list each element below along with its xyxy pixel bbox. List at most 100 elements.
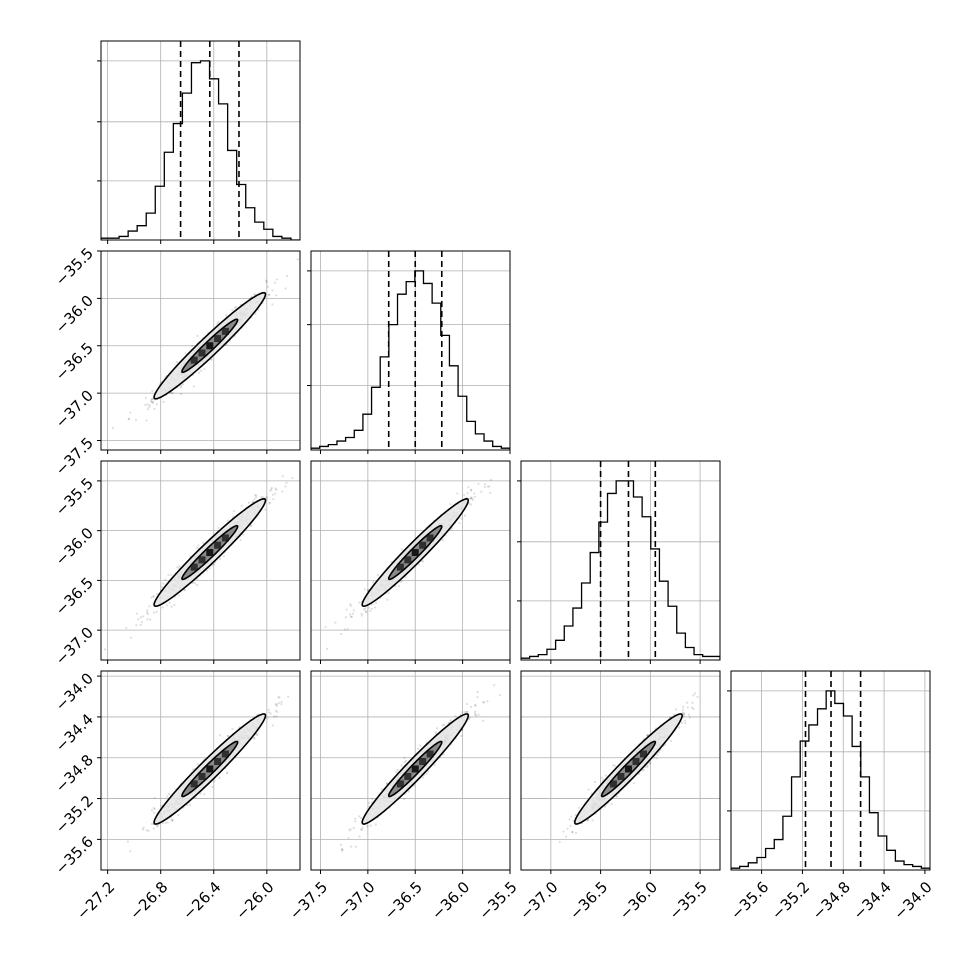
scatter-point xyxy=(266,285,269,288)
scatter-point xyxy=(270,486,273,490)
scatter-point xyxy=(156,825,159,828)
scatter-point xyxy=(135,612,138,615)
scatter-point xyxy=(146,612,149,615)
scatter-point xyxy=(471,498,474,501)
scatter-point xyxy=(266,497,269,500)
scatter-point xyxy=(434,731,437,734)
scatter-point xyxy=(271,493,274,496)
scatter-point xyxy=(111,426,114,430)
scatter-point xyxy=(361,826,364,829)
scatter-point xyxy=(266,716,269,719)
y-tick-label: −34.0 xyxy=(52,669,97,714)
panel-content xyxy=(101,671,300,870)
scatter-point xyxy=(276,710,279,714)
scatter-point xyxy=(274,487,277,490)
panel-content xyxy=(101,41,300,240)
scatter-point xyxy=(186,803,189,807)
scatter-point xyxy=(425,772,428,775)
y-tick-label: −34.4 xyxy=(52,710,97,755)
scatter-point xyxy=(347,837,350,840)
scatter-point xyxy=(197,371,201,374)
scatter-point xyxy=(218,776,221,779)
scatter-point xyxy=(324,625,327,629)
scatter-point xyxy=(162,400,165,403)
scatter-point xyxy=(268,293,271,296)
scatter-point xyxy=(146,408,150,411)
scatter-point xyxy=(275,488,278,491)
scatter-point xyxy=(458,521,461,525)
scatter-point xyxy=(170,573,173,577)
scatter-point xyxy=(476,690,479,694)
scatter-point xyxy=(272,498,275,501)
scatter-point xyxy=(164,578,167,581)
scatter-point xyxy=(205,569,209,572)
density-block xyxy=(198,349,206,357)
scatter-point xyxy=(454,714,457,717)
scatter-point xyxy=(370,607,373,611)
scatter-point xyxy=(463,514,467,517)
scatter-point xyxy=(340,849,344,852)
scatter-point xyxy=(261,496,265,499)
scatter-point xyxy=(222,555,225,558)
scatter-point xyxy=(449,719,452,722)
density-block xyxy=(214,335,222,343)
panel-2-1 xyxy=(310,460,511,664)
scatter-point xyxy=(151,389,154,392)
panel-frame xyxy=(520,460,721,661)
scatter-point xyxy=(274,492,277,495)
scatter-point xyxy=(269,712,272,715)
scatter-point xyxy=(364,607,367,610)
scatter-point xyxy=(180,384,183,387)
scatter-point xyxy=(473,495,476,498)
scatter-point xyxy=(358,601,361,604)
scatter-point xyxy=(231,727,234,731)
scatter-point xyxy=(691,701,694,704)
scatter-point xyxy=(441,539,444,542)
scatter-point xyxy=(153,807,156,811)
density-block xyxy=(221,534,229,542)
scatter-point xyxy=(422,560,425,563)
panel-3-2 xyxy=(520,670,721,874)
scatter-point xyxy=(367,801,370,804)
x-tick-label: −34.0 xyxy=(890,878,935,923)
y-tick-label: −36.0 xyxy=(52,524,97,569)
scatter-point xyxy=(235,306,238,309)
scatter-point xyxy=(604,774,607,777)
density-block xyxy=(190,356,198,364)
scatter-point xyxy=(156,824,159,827)
histogram-step xyxy=(731,690,930,870)
scatter-point xyxy=(153,811,156,814)
scatter-point xyxy=(184,352,187,355)
histogram-step xyxy=(521,480,720,660)
scatter-point xyxy=(564,835,568,838)
scatter-point xyxy=(371,798,374,801)
scatter-point xyxy=(195,546,198,549)
panel-content xyxy=(101,461,300,660)
scatter-point xyxy=(326,647,329,650)
scatter-point xyxy=(354,845,357,848)
scatter-point xyxy=(253,498,256,501)
scatter-point xyxy=(160,585,164,589)
scatter-point xyxy=(486,700,489,703)
scatter-point xyxy=(345,608,348,611)
scatter-point xyxy=(339,843,343,846)
x-tick-label: −27.2 xyxy=(73,878,118,923)
scatter-point xyxy=(684,722,687,725)
scatter-point xyxy=(196,763,199,766)
scatter-point xyxy=(489,491,492,495)
scatter-point xyxy=(489,478,493,481)
scatter-point xyxy=(348,613,352,616)
scatter-point xyxy=(150,398,153,401)
scatter-point xyxy=(151,401,155,404)
scatter-point xyxy=(226,734,229,737)
scatter-point xyxy=(443,723,446,727)
scatter-point xyxy=(349,828,352,831)
scatter-point xyxy=(267,293,270,296)
scatter-point xyxy=(649,761,652,764)
scatter-point xyxy=(155,403,158,406)
scatter-point xyxy=(470,488,473,491)
y-tick-label: −35.5 xyxy=(52,474,97,519)
density-block xyxy=(426,750,434,758)
scatter-point xyxy=(632,782,635,785)
scatter-point xyxy=(145,419,148,422)
